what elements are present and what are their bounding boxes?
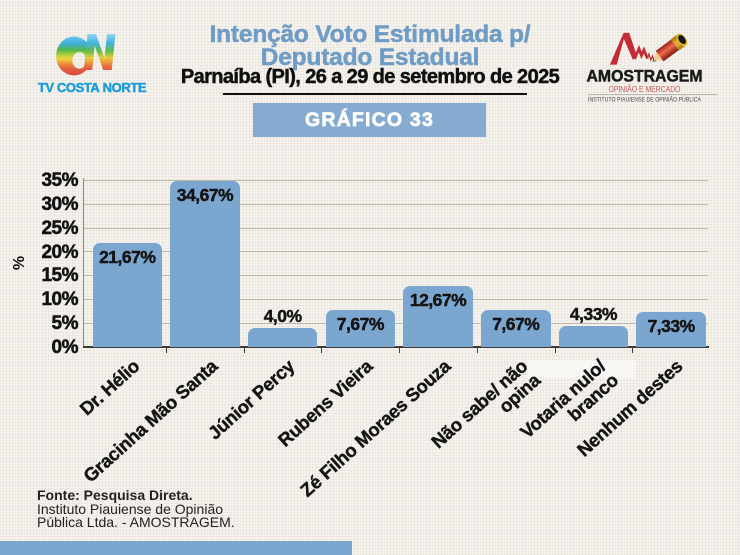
svg-text:OPINIÃO E MERCADO: OPINIÃO E MERCADO (609, 85, 681, 94)
svg-text:INSTITUTO PIAUIENSE DE OPINIÃO: INSTITUTO PIAUIENSE DE OPINIÃO PÚBLICA (588, 95, 702, 104)
svg-text:AMOSTRAGEM: AMOSTRAGEM (587, 66, 703, 85)
